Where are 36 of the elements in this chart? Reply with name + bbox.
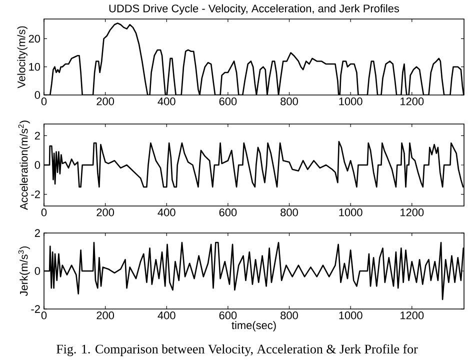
x-tick-label: 0 [41,208,47,216]
y-tick-label: 0 [34,161,40,169]
x-tick-label: 0 [41,312,47,320]
y-axis-title: Velocity(m/s) [17,26,28,88]
y-axis-title: Jerk(m/s$^{3}$) [18,246,30,296]
y-axis-title: Acceleration(m/s$^{2}$) [18,120,30,210]
x-axis-title: time(sec) [232,321,276,332]
x-tick-label: 200 [96,98,114,106]
x-tick-label: 0 [41,98,47,106]
x-tick-label: 1200 [400,208,424,216]
x-tick-label: 1200 [400,98,424,106]
x-tick-label: 400 [158,208,176,216]
y-tick-label: 0 [34,267,40,275]
y-tick-label: 0 [34,91,40,99]
y-tick-label: -2 [31,305,40,313]
x-tick-label: 400 [158,312,176,320]
x-tick-label: 800 [280,98,298,106]
y-tick-label: 20 [28,34,40,43]
x-tick-label: 1000 [339,98,362,106]
chart-title: UDDS Drive Cycle - Velocity, Acceleration, and Jerk Profiles [109,4,400,14]
x-tick-label: 600 [219,208,237,216]
x-tick-label: 200 [96,208,114,216]
y-tick-label: 2 [34,229,40,237]
x-tick-label: 200 [96,312,114,320]
caption: Fig. 1. Comparison between Velocity, Acceleration & Jerk Profile for [56,344,418,356]
x-tick-label: 600 [219,312,237,320]
y-tick-label: 2 [34,132,40,140]
y-tick-label: -2 [31,190,40,198]
x-tick-label: 400 [158,98,176,106]
x-tick-label: 1000 [339,312,362,320]
y-tick-label: 10 [29,62,40,71]
x-tick-label: 800 [280,312,298,320]
x-tick-label: 1200 [400,312,424,320]
x-tick-label: 800 [280,208,298,216]
x-tick-label: 1000 [339,208,362,216]
x-tick-label: 600 [219,98,237,106]
